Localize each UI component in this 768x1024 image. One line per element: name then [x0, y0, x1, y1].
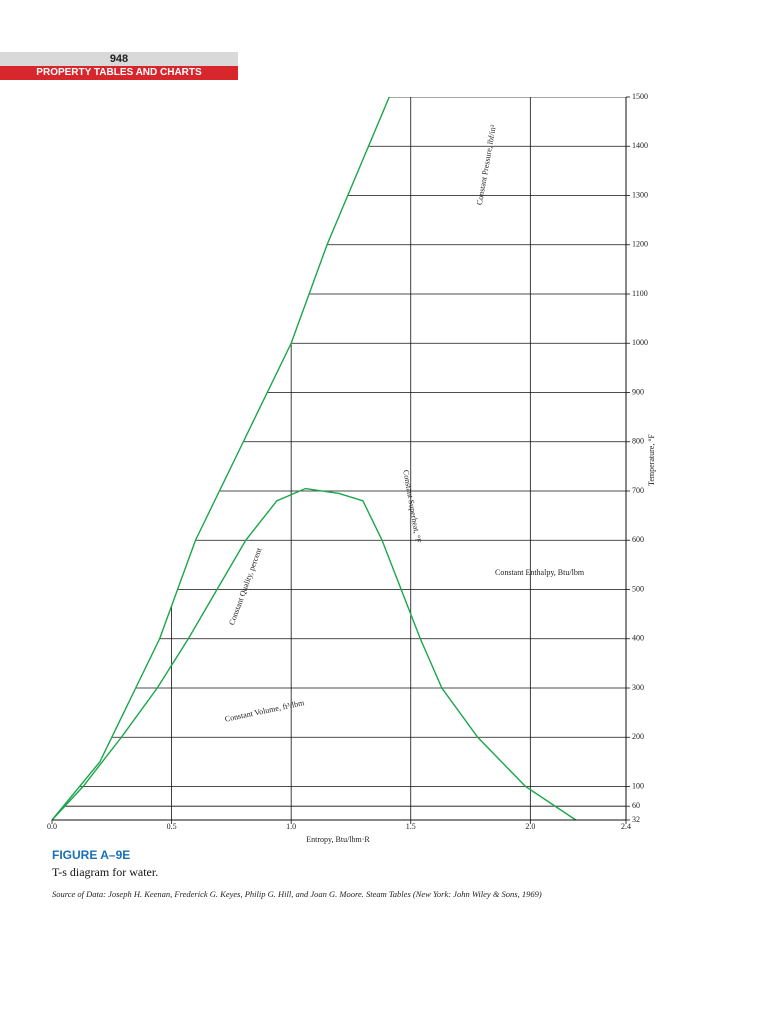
annotation: Constant Superheat, °F: [401, 469, 423, 544]
y-tick-label: 32: [632, 815, 640, 824]
x-tick-label: 0.0: [47, 822, 57, 831]
y-tick-label: 800: [632, 437, 644, 446]
x-tick-label: 2.0: [525, 822, 535, 831]
y-tick-label: 1300: [632, 190, 648, 199]
figure-label: FIGURE A–9E: [52, 848, 131, 862]
x-tick-label: 1.5: [406, 822, 416, 831]
y-tick-label: 700: [632, 486, 644, 495]
section-title: PROPERTY TABLES AND CHARTS: [0, 66, 238, 80]
annotation: Constant Enthalpy, Btu/lbm: [495, 568, 585, 577]
y-tick-label: 1100: [632, 289, 648, 298]
annotation: Constant Volume, ft³/lbm: [224, 698, 306, 724]
y-tick-label: 400: [632, 634, 644, 643]
grid: [52, 97, 626, 820]
y-axis-label: Temperature, °F: [647, 433, 656, 486]
x-tick-label: 2.4: [621, 822, 631, 831]
y-tick-label: 100: [632, 781, 644, 790]
y-tick-label: 500: [632, 584, 644, 593]
y-tick-label: 200: [632, 732, 644, 741]
page-number: 948: [0, 52, 238, 66]
marks: [51, 96, 577, 821]
curve: [51, 96, 390, 821]
annotation: Constant Quality, percent: [227, 546, 264, 626]
y-tick-label: 1200: [632, 240, 648, 249]
y-tick-label: 60: [632, 801, 640, 810]
y-tick-label: 1500: [632, 92, 648, 101]
y-tick-label: 1400: [632, 141, 648, 150]
y-tick-label: 600: [632, 535, 644, 544]
y-tick-label: 1000: [632, 338, 648, 347]
curve: [51, 487, 577, 821]
y-tick-label: 300: [632, 683, 644, 692]
y-tick-label: 900: [632, 387, 644, 396]
figure-caption: T-s diagram for water.: [52, 865, 159, 879]
chart: Entropy, Btu/lbm·R Temperature, °F Const…: [47, 92, 656, 844]
x-tick-label: 1.0: [286, 822, 296, 831]
x-axis-label: Entropy, Btu/lbm·R: [306, 835, 370, 844]
figure-source: Source of Data: Joseph H. Keenan, Freder…: [52, 889, 542, 899]
x-tick-label: 0.5: [167, 822, 177, 831]
annotation: Constant Pressure, lbf/in²: [475, 123, 498, 205]
